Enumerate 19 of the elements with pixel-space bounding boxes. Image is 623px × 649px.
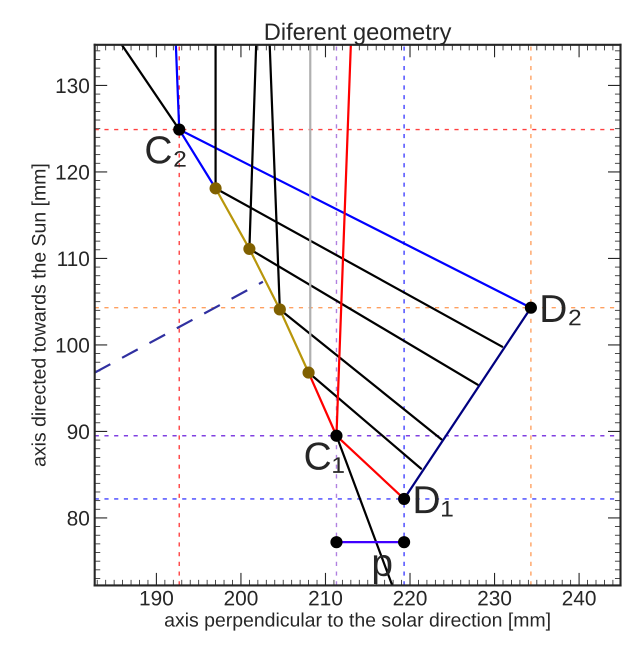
annotation: D₂ xyxy=(542,295,580,326)
y-tick-label: 130 xyxy=(56,78,90,94)
chart-title: Diferent geometry xyxy=(266,22,452,45)
x-tick-label: 190 xyxy=(140,590,173,606)
annotation: D₁ xyxy=(416,486,453,516)
y-tick-label: 80 xyxy=(68,510,90,526)
annotation: C₂ xyxy=(146,136,186,167)
x-tick-label: 230 xyxy=(478,590,512,606)
x-tick-label: 220 xyxy=(394,590,427,606)
x-tick-label: 200 xyxy=(224,590,258,606)
y-axis-title: axis directed towards the Sun [mm] xyxy=(31,164,50,466)
y-tick-label: 90 xyxy=(68,424,90,440)
annotation: C₁ xyxy=(306,442,344,473)
x-tick-label: 210 xyxy=(309,590,342,606)
x-tick-label: 240 xyxy=(562,590,596,606)
y-tick-label: 100 xyxy=(56,338,90,353)
x-axis-title: axis perpendicular to the solar direction [mm] xyxy=(164,612,550,631)
y-tick-label: 110 xyxy=(58,251,90,266)
y-tick-label: 120 xyxy=(56,164,90,180)
